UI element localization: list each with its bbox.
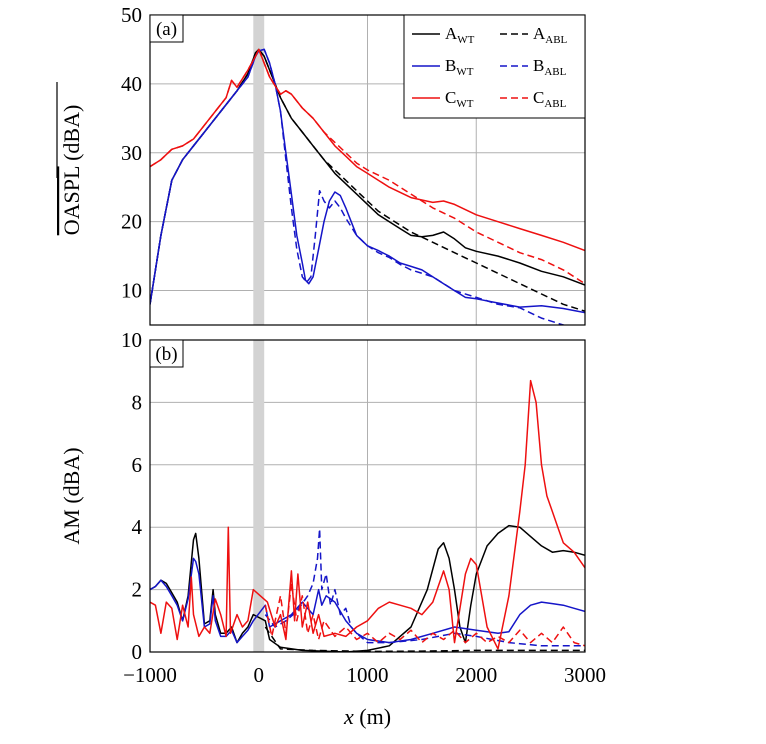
series-line-b-abl (150, 48, 566, 325)
series-line-a-wt (150, 524, 585, 652)
x-tick-label: 2000 (455, 663, 497, 687)
panel-label: (a) (156, 19, 177, 40)
y-tick-label: 4 (132, 515, 143, 539)
series-line-b-wt (150, 557, 585, 644)
series-line-a-abl (264, 626, 585, 652)
y-tick-label: 20 (121, 210, 142, 234)
x-tick-label: −1000 (123, 663, 177, 687)
series-line-b-abl (264, 528, 585, 647)
plot-frame (149, 14, 586, 326)
series-line-a-abl (150, 48, 585, 312)
panel-label-box (149, 339, 184, 368)
y-tick-label: 0 (132, 640, 143, 664)
turbine-band (253, 340, 265, 652)
y-tick-label: 10 (121, 279, 142, 303)
turbine-band (253, 15, 265, 325)
series-line-c-abl (150, 48, 585, 285)
panel-label-box (149, 14, 184, 43)
y-tick-label: 8 (132, 390, 143, 414)
plot-frame (149, 339, 586, 653)
x-axis-label: x (m) (343, 704, 391, 729)
y-tick-label: 50 (121, 3, 142, 27)
y-axis-label: AM (dBA) (59, 447, 84, 544)
series-line-c-abl (264, 582, 585, 647)
panel-label: (b) (155, 344, 177, 365)
y-tick-label: 6 (132, 453, 143, 477)
x-tick-label: 1000 (347, 663, 389, 687)
y-tick-label: 10 (121, 328, 142, 352)
y-tick-label: 40 (121, 72, 142, 96)
y-tick-label: 30 (121, 141, 142, 165)
x-tick-label: 0 (254, 663, 265, 687)
x-tick-label: 3000 (564, 663, 606, 687)
y-axis-label: OASPL (dBA) (59, 105, 84, 236)
y-tick-label: 2 (132, 578, 143, 602)
